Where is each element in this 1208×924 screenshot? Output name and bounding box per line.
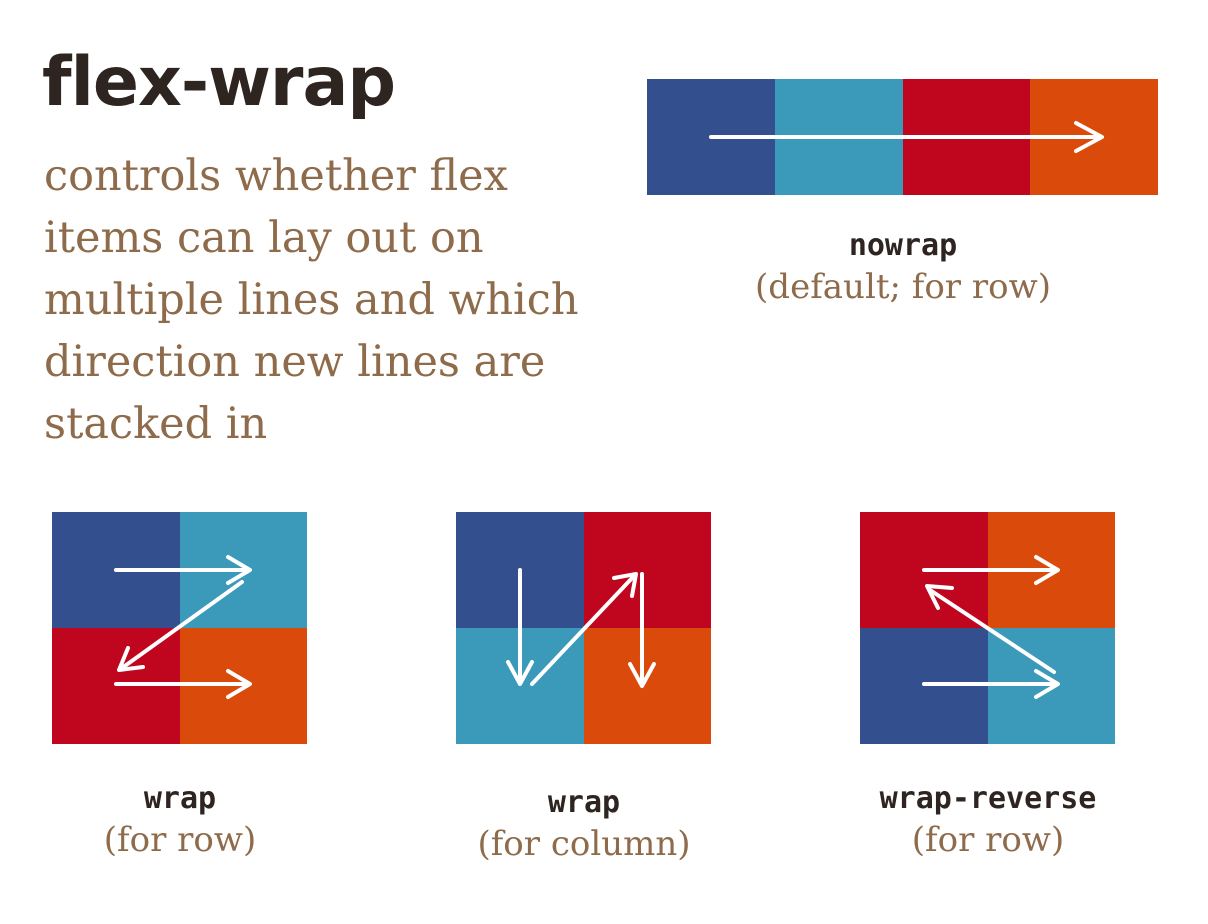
page-title: flex-wrap bbox=[42, 43, 396, 122]
arrow-head bbox=[1034, 555, 1060, 585]
nowrap-caption: nowrap (default; for row) bbox=[703, 226, 1103, 308]
keyword-label: wrap bbox=[143, 781, 217, 816]
wrap-row-caption: wrap (for row) bbox=[80, 779, 280, 861]
note-label: (for row) bbox=[911, 820, 1065, 860]
note-label: (for row) bbox=[103, 820, 257, 860]
description-line: items can lay out on bbox=[44, 213, 484, 263]
wrap-reverse-diagram bbox=[860, 512, 1115, 744]
description-line: direction new lines are bbox=[44, 337, 546, 387]
note-label: (default; for row) bbox=[755, 267, 1051, 307]
arrow-head bbox=[925, 584, 954, 610]
description-line: controls whether flex bbox=[44, 151, 508, 201]
direction-arrows bbox=[922, 555, 1060, 699]
direction-arrows bbox=[506, 568, 656, 688]
direction-arrows bbox=[114, 555, 252, 699]
direction-arrows bbox=[709, 121, 1104, 153]
arrow-line bbox=[120, 580, 244, 670]
keyword-label: wrap bbox=[547, 785, 621, 820]
arrow-head bbox=[628, 662, 656, 688]
keyword-label: nowrap bbox=[848, 228, 958, 263]
wrap-row-diagram bbox=[52, 512, 307, 744]
nowrap-diagram bbox=[647, 79, 1158, 195]
flex-item-4 bbox=[584, 628, 711, 744]
description-line: multiple lines and which bbox=[44, 275, 579, 325]
arrow-head bbox=[117, 646, 145, 672]
wrap-column-caption: wrap (for column) bbox=[434, 783, 734, 865]
keyword-label: wrap-reverse bbox=[879, 781, 1097, 816]
description: controls whether flex items can lay out … bbox=[44, 145, 644, 455]
arrow-line bbox=[928, 588, 1056, 674]
note-label: (for column) bbox=[477, 824, 691, 864]
wrap-reverse-caption: wrap-reverse (for row) bbox=[818, 779, 1158, 861]
wrap-column-diagram bbox=[456, 512, 711, 744]
arrow-head bbox=[506, 660, 534, 686]
arrow-head bbox=[1074, 121, 1104, 153]
arrow-head bbox=[226, 555, 252, 585]
arrow-line bbox=[530, 574, 636, 686]
arrow-head bbox=[612, 572, 638, 598]
description-line: stacked in bbox=[44, 399, 268, 449]
arrow-head bbox=[1034, 669, 1060, 699]
arrow-head bbox=[226, 669, 252, 699]
